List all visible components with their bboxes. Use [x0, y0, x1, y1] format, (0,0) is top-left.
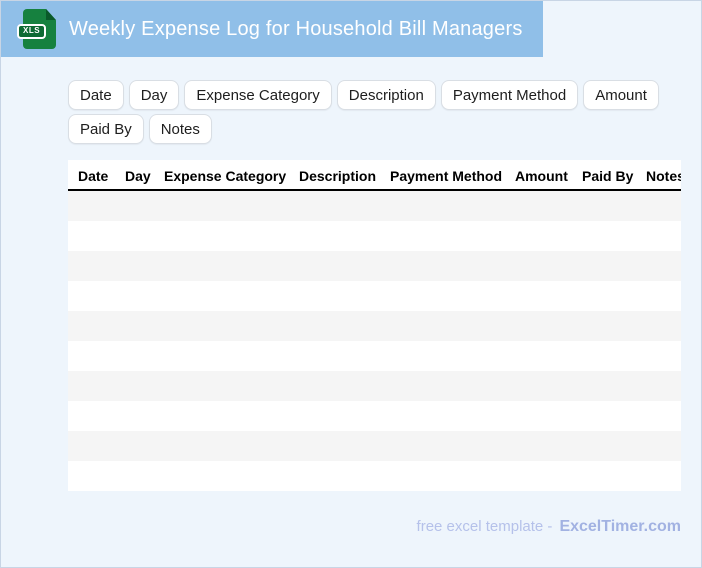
page-title: Weekly Expense Log for Household Bill Ma…: [69, 17, 523, 40]
chip-description[interactable]: Description: [336, 80, 436, 110]
xls-fold-corner: [46, 9, 56, 20]
chip-day[interactable]: Day: [128, 80, 180, 110]
expense-table: Date Day Expense Category Description Pa…: [68, 160, 681, 491]
col-header-description: Description: [299, 167, 377, 184]
chip-payment-method[interactable]: Payment Method: [440, 80, 579, 110]
col-header-notes: Notes: [646, 167, 681, 184]
footer-brand-link[interactable]: ExcelTimer.com: [559, 518, 681, 535]
table-row: [68, 341, 681, 371]
table-body: [68, 191, 681, 491]
col-header-day: Day: [125, 167, 151, 184]
col-header-expense-category: Expense Category: [164, 167, 287, 184]
col-header-paid-by: Paid By: [582, 167, 634, 184]
chip-paid-by[interactable]: Paid By: [68, 114, 144, 144]
table-row: [68, 461, 681, 491]
chip-notes[interactable]: Notes: [148, 114, 212, 144]
table-row: [68, 281, 681, 311]
chip-expense-category[interactable]: Expense Category: [184, 80, 332, 110]
col-header-amount: Amount: [515, 167, 568, 184]
xls-file-icon: XLS: [17, 9, 56, 49]
col-header-payment-method: Payment Method: [390, 167, 503, 184]
table-header-row: Date Day Expense Category Description Pa…: [68, 160, 681, 191]
table-row: [68, 401, 681, 431]
header-banner: XLS Weekly Expense Log for Household Bil…: [1, 1, 543, 57]
table-row: [68, 191, 681, 221]
xls-badge-label: XLS: [17, 24, 47, 39]
table-row: [68, 371, 681, 401]
table-row: [68, 311, 681, 341]
footer-credit: free excel template - ExcelTimer.com: [417, 518, 681, 536]
table-row: [68, 221, 681, 251]
chip-date[interactable]: Date: [68, 80, 124, 110]
chip-amount[interactable]: Amount: [583, 80, 659, 110]
column-chips: Date Day Expense Category Description Pa…: [68, 80, 659, 144]
footer-text: free excel template -: [416, 518, 553, 535]
col-header-date: Date: [78, 167, 109, 184]
chip-row-2: Paid By Notes: [68, 114, 659, 144]
table-row: [68, 431, 681, 461]
chip-row-1: Date Day Expense Category Description Pa…: [68, 80, 659, 110]
table-row: [68, 251, 681, 281]
